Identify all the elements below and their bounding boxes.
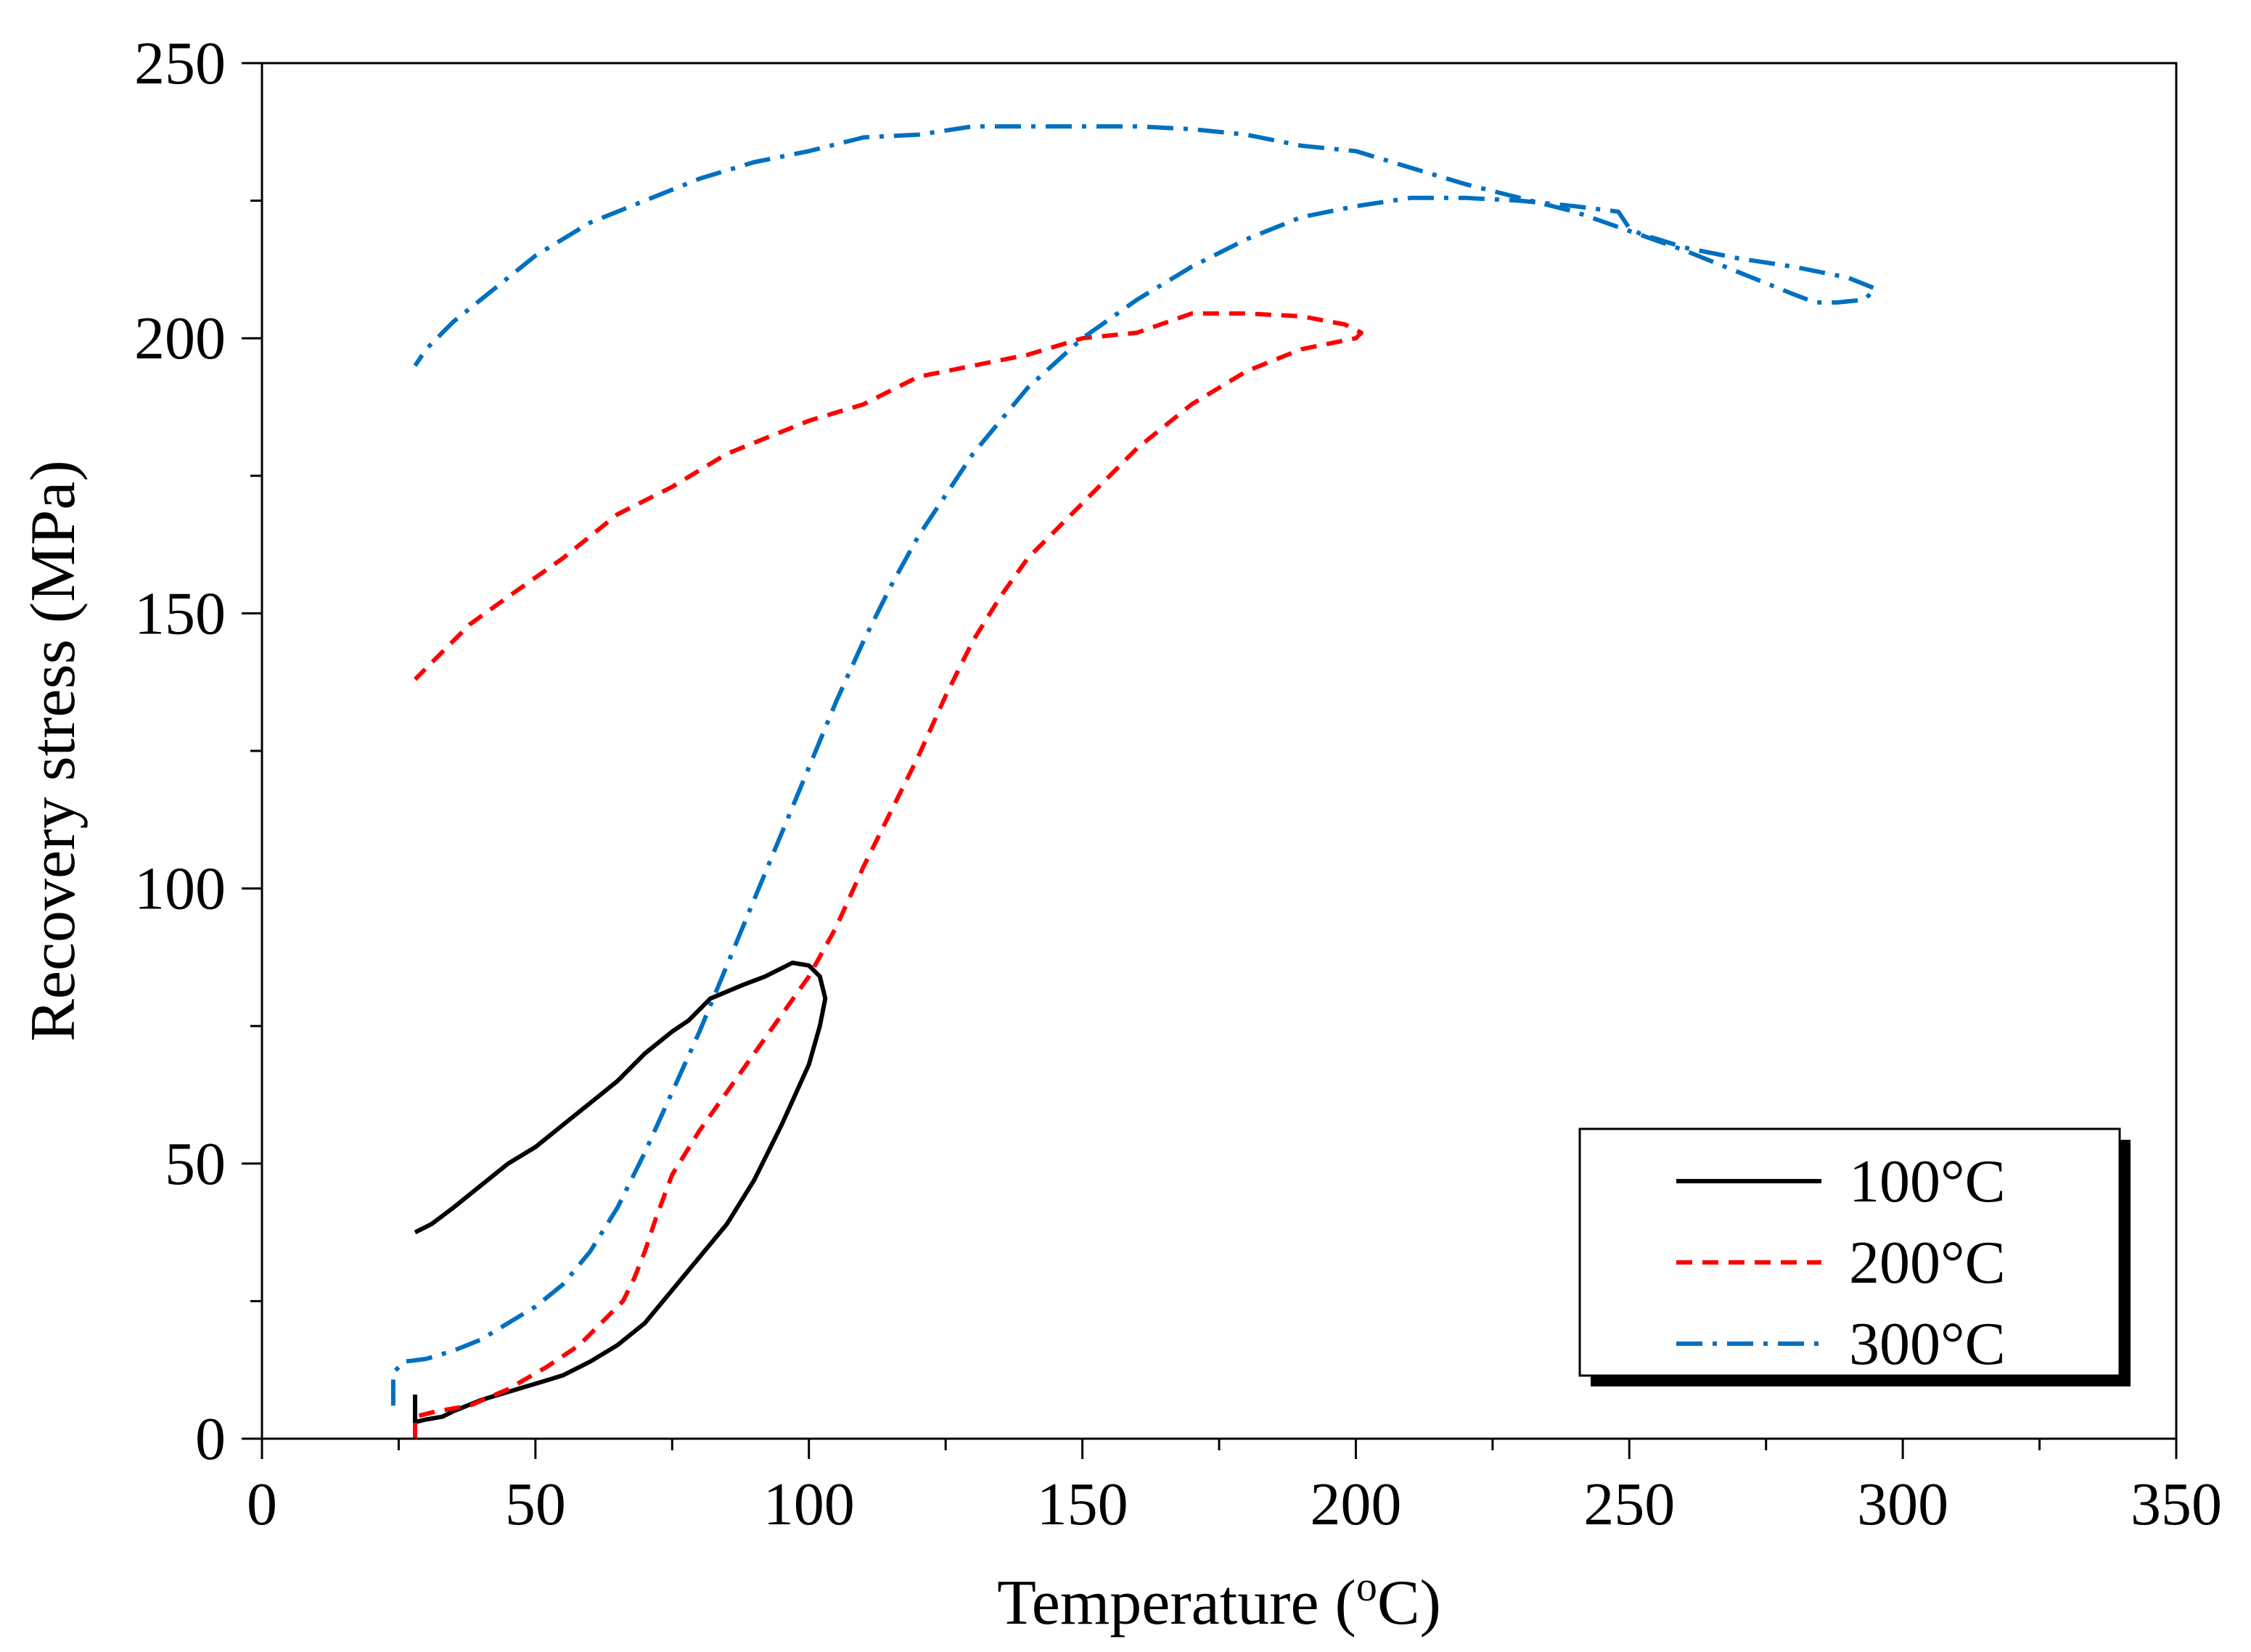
legend-box [1578,1127,2121,1377]
series-line-1 [413,961,828,1425]
legend-label-2: 200°C [1849,1229,2006,1296]
y-tick-label: 150 [134,580,226,647]
x-axis-title: Temperature (oC) [997,1563,1441,1639]
legend-label-1: 100°C [1849,1148,2006,1215]
y-axis-title: Recovery stress (MPa) [18,460,89,1042]
series-layer [390,124,1878,1439]
y-tick-label: 200 [134,305,226,372]
y-tick-label: 100 [134,855,226,923]
x-tick-label: 200 [1310,1471,1401,1538]
x-tick-label: 350 [2131,1471,2222,1538]
x-tick-label: 250 [1583,1471,1675,1538]
y-tick-label: 250 [134,30,226,97]
legend: 100°C 200°C 300°C [1578,1127,2131,1386]
series-line-2 [413,311,1364,1439]
x-tick-label: 150 [1037,1471,1128,1538]
x-tick-label: 100 [763,1471,855,1538]
y-tick-label: 0 [195,1405,226,1473]
x-tick-label: 300 [1857,1471,1948,1538]
legend-label-3: 300°C [1849,1310,2006,1378]
axes-layer: 0 50 100 150 200 250 300 350 0 50 100 150 200 250 [134,30,2222,1538]
y-tick-label: 50 [165,1130,226,1198]
series-line-3 [390,124,1878,1406]
x-tick-label: 0 [247,1471,277,1538]
x-tick-label: 50 [505,1471,566,1538]
